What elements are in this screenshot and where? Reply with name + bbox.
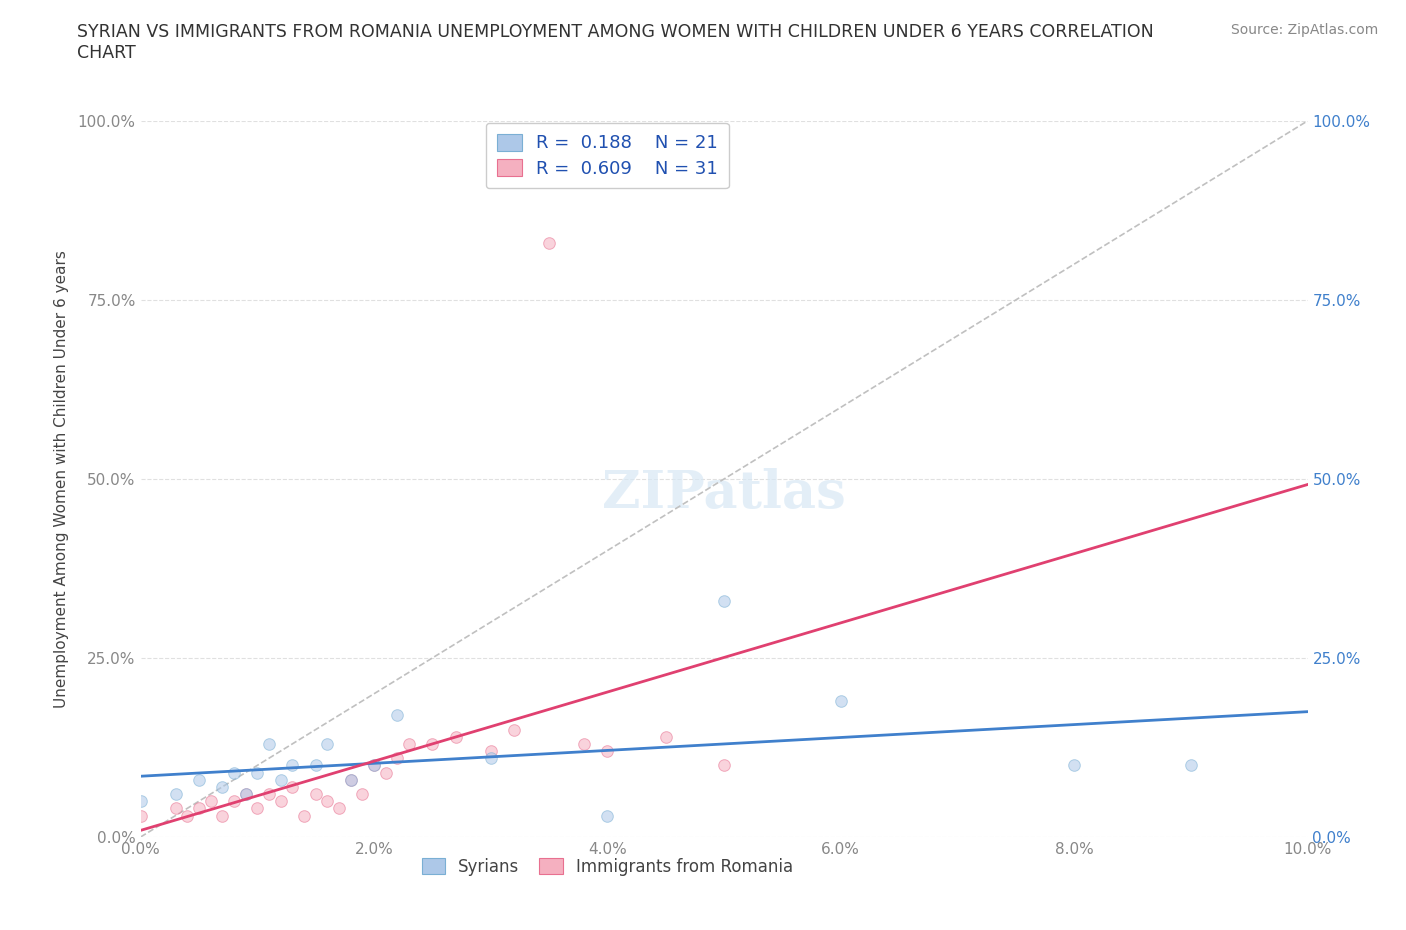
Point [713, 593, 735, 608]
Point [387, 751, 409, 765]
Point [339, 772, 361, 787]
Point [713, 758, 735, 773]
Point [129, 794, 152, 809]
Point [200, 794, 222, 809]
Point [176, 808, 198, 823]
Point [374, 765, 396, 780]
Point [188, 772, 211, 787]
Point [572, 737, 595, 751]
Point [1180, 758, 1202, 773]
Point [188, 801, 211, 816]
Point [270, 772, 292, 787]
Point [281, 758, 304, 773]
Point [1063, 758, 1085, 773]
Point [246, 765, 269, 780]
Point [328, 801, 350, 816]
Point [596, 744, 619, 759]
Point [596, 808, 619, 823]
Text: ZIPatlas: ZIPatlas [602, 468, 846, 519]
Point [246, 801, 269, 816]
Point [387, 708, 409, 723]
Point [257, 737, 280, 751]
Point [222, 765, 245, 780]
Point [305, 758, 328, 773]
Text: Source: ZipAtlas.com: Source: ZipAtlas.com [1230, 23, 1378, 37]
Point [165, 787, 187, 802]
Point [316, 737, 339, 751]
Point [363, 758, 385, 773]
Point [270, 794, 292, 809]
Text: SYRIAN VS IMMIGRANTS FROM ROMANIA UNEMPLOYMENT AMONG WOMEN WITH CHILDREN UNDER 6: SYRIAN VS IMMIGRANTS FROM ROMANIA UNEMPL… [77, 23, 1154, 62]
Point [292, 808, 315, 823]
Point [235, 787, 257, 802]
Point [479, 744, 502, 759]
Point [222, 794, 245, 809]
Point [352, 787, 374, 802]
Point [129, 808, 152, 823]
Point [830, 694, 852, 709]
Point [305, 787, 328, 802]
Point [165, 801, 187, 816]
Point [211, 779, 233, 794]
Point [211, 808, 233, 823]
Point [363, 758, 385, 773]
Legend: Syrians, Immigrants from Romania: Syrians, Immigrants from Romania [415, 851, 800, 883]
Point [316, 794, 339, 809]
Point [444, 729, 467, 744]
Point [422, 737, 444, 751]
Point [398, 737, 420, 751]
Point [235, 787, 257, 802]
Y-axis label: Unemployment Among Women with Children Under 6 years: Unemployment Among Women with Children U… [55, 250, 69, 708]
Point [257, 787, 280, 802]
Point [503, 722, 526, 737]
Point [479, 751, 502, 765]
Point [538, 235, 561, 250]
Point [281, 779, 304, 794]
Point [339, 772, 361, 787]
Point [655, 729, 678, 744]
